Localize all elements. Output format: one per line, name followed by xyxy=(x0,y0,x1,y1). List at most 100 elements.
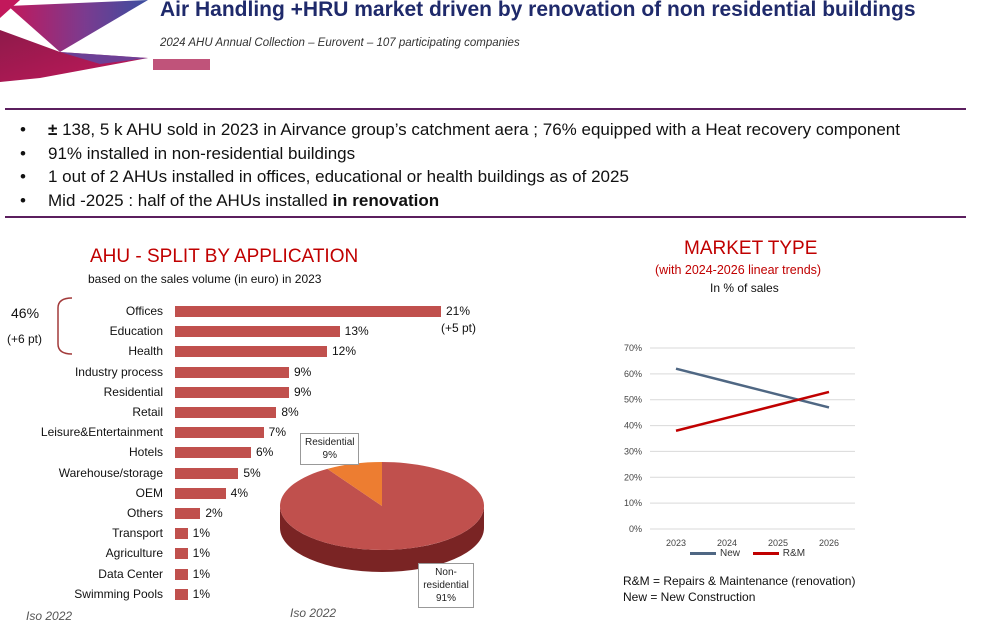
legend-label-rm: R&M xyxy=(782,548,806,559)
group-share: 46% xyxy=(11,305,40,321)
bar xyxy=(175,326,340,338)
bar-category-label: Education xyxy=(109,324,163,339)
y-tick-label: 20% xyxy=(624,472,642,482)
bar-category-label: Hotels xyxy=(128,445,163,460)
market-legend: New R&M xyxy=(690,548,815,559)
bar-category-label: Offices xyxy=(125,304,163,318)
bar xyxy=(175,487,226,499)
bar xyxy=(175,407,277,418)
key-facts-list: ± 138, 5 k AHU sold in 2023 in Airvance … xyxy=(18,118,900,213)
series-line-new xyxy=(675,367,830,409)
bar-value-label: 1% xyxy=(192,546,210,561)
bar-category-label: Others xyxy=(126,506,163,520)
pie-label-nonresidential-value: 91% xyxy=(435,593,456,604)
pie-source: Iso 2022 xyxy=(290,606,337,620)
bar-value-label: 12% xyxy=(332,344,357,359)
bar-category-label: OEM xyxy=(135,485,163,500)
bar-category-label: Leisure&Entertainment xyxy=(40,425,163,440)
bar-category-label: Health xyxy=(128,344,163,359)
y-tick-label: 10% xyxy=(624,498,642,508)
legend-item-rm: R&M xyxy=(752,548,806,559)
x-tick-label: 2025 xyxy=(768,538,788,548)
bullet-item: ± 138, 5 k AHU sold in 2023 in Airvance … xyxy=(18,118,900,142)
bullet-item: 91% installed in non-residential buildin… xyxy=(18,142,900,166)
pie-side xyxy=(280,506,484,572)
split-chart-title: AHU - SPLIT BY APPLICATION xyxy=(90,246,359,267)
note-rm: R&M = Repairs & Maintenance (renovation) xyxy=(623,574,856,588)
market-chart-title: MARKET TYPE xyxy=(684,238,818,259)
bar-category-label: Industry process xyxy=(74,364,163,379)
bullet-item: Mid -2025 : half of the AHUs installed i… xyxy=(18,189,900,213)
legend-label-new: New xyxy=(720,548,741,559)
bar-category-label: Residential xyxy=(103,384,163,399)
pie-label-nonresidential: Non-residential 91% xyxy=(418,563,474,608)
bar-value-label: 6% xyxy=(256,445,274,460)
split-source: Iso 2022 xyxy=(26,609,73,623)
bar-value-label: 4% xyxy=(230,485,248,500)
y-tick-label: 30% xyxy=(624,446,642,456)
bar xyxy=(175,467,239,479)
pie-label-residential: Residential 9% xyxy=(300,433,360,465)
legend-swatch-rm xyxy=(752,551,779,555)
bar-value-label: 21% xyxy=(446,304,471,318)
y-tick-label: 40% xyxy=(624,421,642,431)
page-subtitle: 2024 AHU Annual Collection – Eurovent – … xyxy=(160,37,520,49)
y-tick-label: 60% xyxy=(624,369,642,379)
y-tick-label: 70% xyxy=(624,343,642,353)
pie-label-nonresidential-name: Non-residential xyxy=(423,567,469,591)
bullet-item: 1 out of 2 AHUs installed in offices, ed… xyxy=(18,165,900,189)
bar-value-label: 1% xyxy=(192,586,210,601)
page-title: Air Handling +HRU market driven by renov… xyxy=(160,0,916,21)
bar-category-label: Agriculture xyxy=(105,546,163,561)
pie-slice-residential xyxy=(327,462,382,506)
legend-item-new: New xyxy=(690,548,740,559)
bar xyxy=(175,346,327,358)
legend-swatch-new xyxy=(690,551,716,555)
group-delta: (+6 pt) xyxy=(7,332,43,346)
bar xyxy=(175,568,188,580)
x-tick-label: 2026 xyxy=(819,538,839,548)
bar-value-label: 5% xyxy=(243,465,261,480)
bar-category-label: Warehouse/storage xyxy=(58,465,163,480)
market-chart-subtitle: (with 2024-2026 linear trends) xyxy=(655,263,822,277)
y-tick-label: 0% xyxy=(629,524,642,534)
bar xyxy=(175,508,201,519)
offices-delta: (+5 pt) xyxy=(441,321,477,335)
bar-category-label: Data Center xyxy=(98,566,163,581)
x-tick-label: 2024 xyxy=(717,538,737,548)
bar-value-label: 7% xyxy=(268,425,286,440)
y-tick-label: 50% xyxy=(624,395,642,405)
market-chart-unit: In % of sales xyxy=(710,281,779,295)
bar-category-label: Swimming Pools xyxy=(74,586,163,601)
bar-value-label: 8% xyxy=(281,405,299,419)
bar xyxy=(175,386,289,398)
market-line-chart: 0% 10% 20% 30% 40% 50% 60% 70% 2023 2024 2025 2026 xyxy=(624,343,855,548)
pie-label-residential-value: 9% xyxy=(322,450,337,461)
bar-value-label: 9% xyxy=(294,384,312,399)
bar xyxy=(175,588,188,600)
top-divider xyxy=(5,108,966,110)
note-new: New = New Construction xyxy=(623,590,756,604)
bar-value-label: 9% xyxy=(294,364,312,379)
building-type-pie xyxy=(280,462,484,572)
bar-value-label: 2% xyxy=(205,506,223,520)
bar xyxy=(175,447,251,459)
series-line-rm xyxy=(675,390,830,432)
x-tick-label: 2023 xyxy=(666,538,686,548)
accent-bar xyxy=(153,59,210,70)
bar-value-label: 13% xyxy=(344,324,369,339)
bar xyxy=(175,366,289,378)
bar-value-label: 1% xyxy=(192,566,210,581)
bottom-divider xyxy=(5,216,966,218)
group-bracket xyxy=(57,297,73,355)
bar-category-label: Retail xyxy=(132,405,163,419)
bar-category-label: Transport xyxy=(112,526,163,541)
pie-label-residential-name: Residential xyxy=(305,437,355,448)
bar-value-label: 1% xyxy=(192,526,210,541)
bar xyxy=(175,548,188,560)
bar xyxy=(175,528,188,540)
bar xyxy=(175,427,264,439)
bar xyxy=(175,306,441,317)
company-logo xyxy=(0,0,148,82)
split-chart-subtitle: based on the sales volume (in euro) in 2… xyxy=(88,272,322,286)
